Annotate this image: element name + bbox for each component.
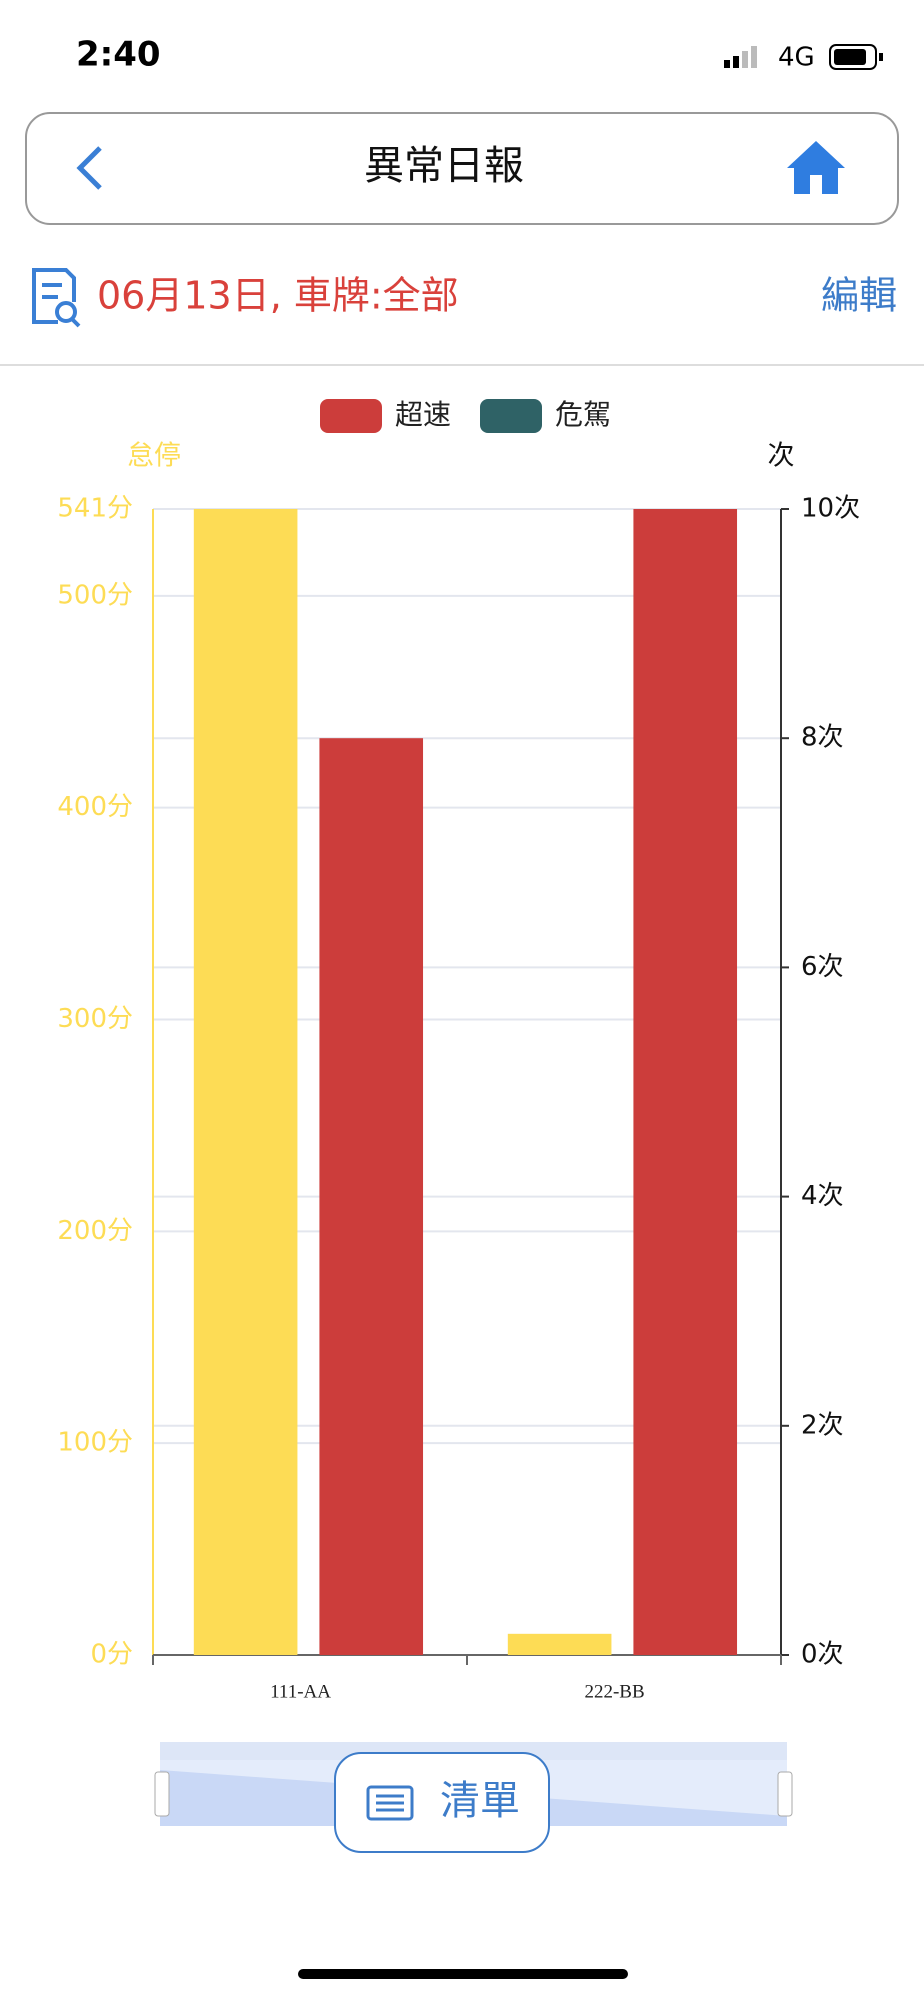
status-time: 2:40 <box>76 35 161 75</box>
signal-icon <box>724 46 757 68</box>
report-icon <box>32 268 81 328</box>
y-tick-label: 400分 <box>57 792 133 822</box>
y2-axis-title: 次 <box>768 441 795 472</box>
header-bar <box>25 112 899 225</box>
report-summary: 06月13日, 車牌:全部 <box>97 274 459 318</box>
y-tick-label: 300分 <box>57 1004 133 1034</box>
edit-button[interactable]: 編輯 <box>821 274 897 318</box>
y-tick-label: 541分 <box>57 494 133 524</box>
legend-swatch <box>320 399 382 433</box>
x-tick-label: 222-BB <box>584 1681 644 1702</box>
header-title: 異常日報 <box>364 143 524 189</box>
list-icon <box>366 1785 414 1821</box>
legend-label: 超速 <box>395 398 451 431</box>
y-tick-label: 500分 <box>57 580 133 610</box>
list-button-label: 清單 <box>440 1778 520 1824</box>
back-button[interactable] <box>76 146 102 190</box>
battery-icon <box>829 44 883 70</box>
y2-tick-label: 10次 <box>801 494 860 524</box>
bar <box>193 509 298 1655</box>
y-tick-label: 100分 <box>57 1428 133 1458</box>
y2-tick-label: 6次 <box>801 952 844 982</box>
x-tick-label: 111-AA <box>270 1681 331 1702</box>
y-tick-label: 200分 <box>57 1216 133 1246</box>
y-tick-label: 0分 <box>90 1640 133 1670</box>
home-indicator <box>298 1969 628 1979</box>
legend-swatch <box>480 399 542 433</box>
legend-label: 危駕 <box>555 398 611 431</box>
y2-tick-label: 4次 <box>801 1181 844 1211</box>
y2-tick-label: 0次 <box>801 1640 844 1670</box>
y-axis-title: 怠停 <box>127 441 181 472</box>
status-network: 4G <box>778 43 815 73</box>
chart: 0分 100分 200分 300分 400分 500分 541分 0次 2次 4次 6次 8次 10次 怠… <box>57 398 860 1702</box>
list-button[interactable] <box>334 1752 550 1853</box>
bar <box>319 738 424 1655</box>
y2-tick-label: 2次 <box>801 1410 844 1440</box>
home-button[interactable] <box>787 141 845 194</box>
bar <box>507 1633 612 1655</box>
y2-tick-label: 8次 <box>801 723 844 753</box>
bar <box>633 509 738 1655</box>
